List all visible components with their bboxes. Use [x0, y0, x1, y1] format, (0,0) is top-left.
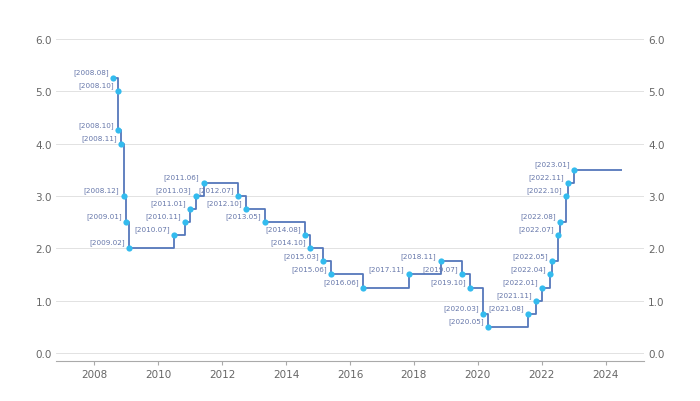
Text: [2009.02]: [2009.02] [89, 239, 125, 246]
Point [113, 128, 124, 134]
Text: [2012.07]: [2012.07] [198, 187, 234, 194]
Point [547, 259, 558, 265]
Point [326, 271, 337, 278]
Text: [2022.08]: [2022.08] [521, 213, 556, 220]
Text: [2022.11]: [2022.11] [528, 174, 564, 180]
Text: [2008.08]: [2008.08] [74, 69, 108, 76]
Point [118, 193, 130, 200]
Text: [2011.06]: [2011.06] [164, 174, 200, 180]
Text: [2015.06]: [2015.06] [292, 265, 327, 272]
Point [304, 245, 316, 252]
Text: [2023.01]: [2023.01] [534, 161, 570, 168]
Point [464, 285, 475, 291]
Point [299, 232, 310, 239]
Point [179, 219, 190, 226]
Text: [2009.01]: [2009.01] [87, 213, 122, 220]
Text: [2013.05]: [2013.05] [225, 213, 260, 220]
Text: [2015.03]: [2015.03] [284, 252, 319, 259]
Point [523, 311, 534, 317]
Text: [2008.10]: [2008.10] [78, 83, 114, 89]
Text: [2012.10]: [2012.10] [206, 200, 242, 207]
Point [552, 232, 564, 239]
Point [435, 259, 446, 265]
Point [536, 285, 547, 291]
Text: [2010.11]: [2010.11] [145, 213, 181, 220]
Text: [2010.07]: [2010.07] [134, 226, 170, 233]
Point [318, 259, 329, 265]
Point [563, 180, 574, 186]
Text: [2014.08]: [2014.08] [265, 226, 300, 233]
Point [241, 206, 252, 213]
Point [120, 219, 132, 226]
Point [544, 271, 555, 278]
Point [113, 89, 124, 95]
Text: [2008.10]: [2008.10] [78, 122, 114, 128]
Text: [2019.07]: [2019.07] [422, 265, 458, 272]
Point [477, 311, 489, 317]
Text: [2021.11]: [2021.11] [496, 292, 532, 298]
Text: [2022.07]: [2022.07] [518, 226, 554, 233]
Point [123, 245, 134, 252]
Text: [2008.12]: [2008.12] [84, 187, 120, 194]
Text: [2011.01]: [2011.01] [150, 200, 186, 207]
Text: [2022.01]: [2022.01] [502, 278, 538, 285]
Point [190, 193, 201, 200]
Point [403, 271, 414, 278]
Point [483, 324, 494, 330]
Point [169, 232, 180, 239]
Text: [2011.03]: [2011.03] [156, 187, 191, 194]
Point [116, 141, 127, 148]
Point [232, 193, 244, 200]
Text: [2022.10]: [2022.10] [526, 187, 561, 194]
Text: [2021.08]: [2021.08] [489, 304, 524, 311]
Text: [2014.10]: [2014.10] [270, 239, 306, 246]
Text: [2008.11]: [2008.11] [81, 135, 117, 142]
Point [198, 180, 209, 186]
Point [259, 219, 270, 226]
Text: [2022.04]: [2022.04] [510, 265, 545, 272]
Point [185, 206, 196, 213]
Point [456, 271, 468, 278]
Text: [2022.05]: [2022.05] [512, 252, 548, 259]
Point [560, 193, 571, 200]
Point [358, 285, 369, 291]
Text: [2020.05]: [2020.05] [449, 318, 484, 324]
Point [555, 219, 566, 226]
Point [107, 76, 118, 82]
Text: [2019.10]: [2019.10] [430, 278, 466, 285]
Text: [2020.03]: [2020.03] [443, 304, 479, 311]
Text: [2017.11]: [2017.11] [369, 265, 405, 272]
Point [568, 167, 580, 174]
Text: [2016.06]: [2016.06] [323, 278, 359, 285]
Text: [2018.11]: [2018.11] [401, 252, 436, 259]
Point [531, 298, 542, 304]
